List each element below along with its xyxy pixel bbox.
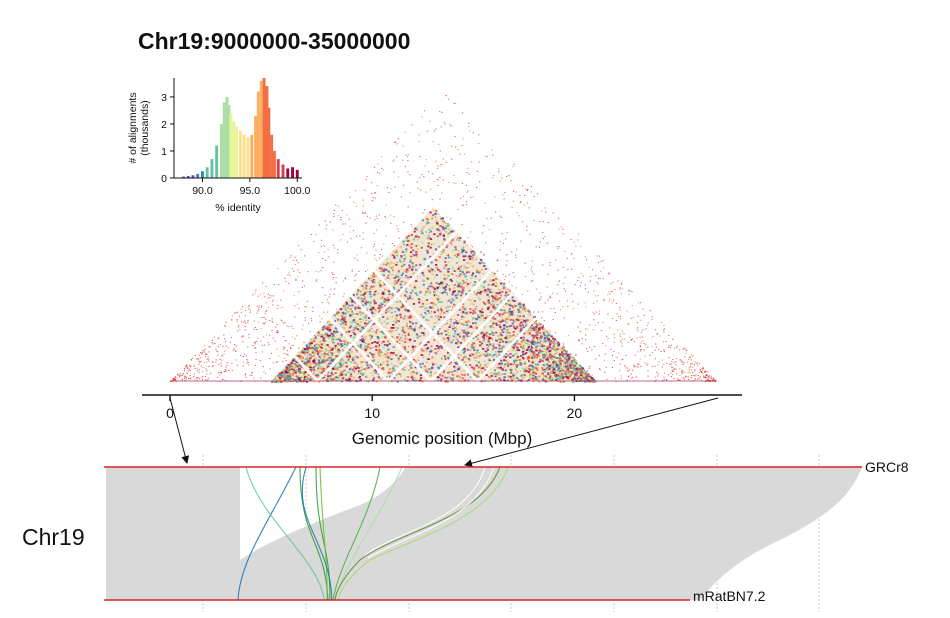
histogram-bar [270, 134, 274, 178]
histogram-y-tick-label: 1 [161, 146, 167, 158]
identity-triangle-plot [170, 94, 717, 383]
zoom-arrow-left [169, 397, 190, 464]
histogram-bar [256, 91, 260, 178]
gap-line [349, 294, 432, 383]
gap-line [476, 317, 538, 383]
histogram-bar [232, 121, 236, 178]
synteny-alignment-curve [315, 466, 331, 601]
synteny-alignment-band [106, 467, 862, 600]
gap-line [293, 355, 319, 383]
histogram-bar [273, 151, 276, 178]
histogram-bar [182, 176, 185, 178]
genomic-position-axis: 0 10 20 Genomic position (Mbp) [142, 394, 742, 448]
histogram-bar [225, 96, 229, 178]
histogram-x-label: % identity [215, 202, 261, 214]
histogram-bar [191, 175, 195, 178]
histogram-bar [201, 171, 204, 178]
synteny-alignment-curve [319, 466, 328, 601]
synteny-alignment-curve [332, 466, 381, 601]
histogram-bar [227, 105, 231, 178]
alignment-gap-lines [293, 231, 538, 383]
histogram-bar [246, 137, 250, 178]
synteny-alignment-curve [245, 466, 325, 601]
synteny-alignment-curve [301, 466, 333, 601]
histogram-bar [286, 168, 290, 178]
synteny-alignment-curve [367, 466, 495, 559]
histogram-bar [210, 159, 214, 178]
gap-line [328, 317, 390, 383]
histogram-bar [267, 107, 271, 178]
histogram-bar [196, 173, 200, 178]
zoom-connector-arrows [169, 397, 719, 468]
genomic-axis-tick-label: 10 [364, 405, 380, 421]
histogram-bar [265, 86, 269, 178]
synteny-panel: GRCr8 mRatBN7.2 Chr19 [22, 455, 909, 612]
identity-histogram: 90.0 95.0 100.0 0 1 2 3 % identity # of alignm… [127, 78, 311, 214]
synteny-alignment-curve [337, 466, 509, 601]
histogram-y-tick-label: 3 [161, 92, 167, 104]
alignment-dots [170, 94, 717, 383]
histogram-bar [238, 130, 242, 178]
histogram-bar [186, 176, 190, 178]
synteny-alignment-curve [237, 466, 297, 601]
histogram-bar [262, 78, 266, 178]
histogram-bar [222, 102, 226, 178]
bottom-assembly-label: mRatBN7.2 [693, 588, 766, 604]
histogram-x-tick-label: 90.0 [192, 185, 213, 197]
histogram-bar [215, 145, 219, 178]
histogram-bar [276, 159, 280, 178]
synteny-alignment-curve [364, 466, 486, 556]
histogram-bar [220, 123, 223, 178]
synteny-alignment-curve [334, 466, 501, 601]
histogram-y-tick-label: 0 [161, 173, 167, 185]
histogram-bar [235, 126, 238, 178]
gap-line [373, 269, 479, 383]
gap-line [387, 269, 493, 383]
genomic-axis-tick-label: 20 [567, 405, 583, 421]
histogram-bar [229, 113, 233, 178]
genomic-axis-label: Genomic position (Mbp) [352, 429, 532, 448]
histogram-bar [291, 167, 294, 178]
histogram-bar [242, 134, 246, 178]
histogram-bar [281, 164, 285, 178]
gap-line [429, 292, 514, 383]
histogram-bar [254, 115, 257, 178]
histogram-y-tick-label: 2 [161, 119, 167, 131]
genomic-axis-tick-label: 0 [166, 405, 174, 421]
histogram-bar [250, 134, 254, 178]
chart-title: Chr19:9000000-35000000 [138, 28, 411, 54]
chromosome-label: Chr19 [22, 524, 85, 550]
histogram-bar [295, 169, 299, 178]
histogram-bar [259, 80, 263, 178]
synteny-alignment-curve [299, 466, 329, 601]
histogram-y-label: # of alignments(thousands) [127, 92, 151, 163]
histogram-x-tick-label: 100.0 [284, 185, 310, 197]
top-assembly-label: GRCr8 [865, 459, 909, 475]
zoom-arrow-right [464, 397, 719, 468]
histogram-bar [205, 167, 209, 178]
histogram-x-tick-label: 95.0 [240, 185, 261, 197]
gap-line [316, 231, 458, 383]
